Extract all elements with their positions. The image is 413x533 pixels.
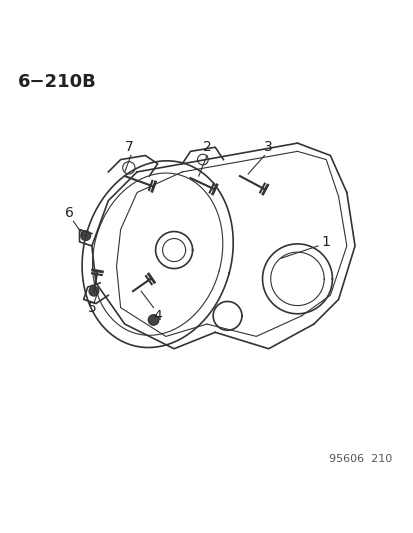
Circle shape xyxy=(81,231,90,240)
Text: 5: 5 xyxy=(87,301,96,314)
Circle shape xyxy=(89,286,99,296)
Text: 1: 1 xyxy=(321,235,330,249)
Text: 3: 3 xyxy=(263,140,273,154)
Text: 95606  210: 95606 210 xyxy=(328,454,391,464)
Text: 6: 6 xyxy=(65,206,74,220)
Circle shape xyxy=(148,314,159,325)
Text: 7: 7 xyxy=(124,140,133,154)
Text: 4: 4 xyxy=(153,309,161,323)
Text: 2: 2 xyxy=(202,140,211,154)
Text: 6−210B: 6−210B xyxy=(18,73,96,91)
